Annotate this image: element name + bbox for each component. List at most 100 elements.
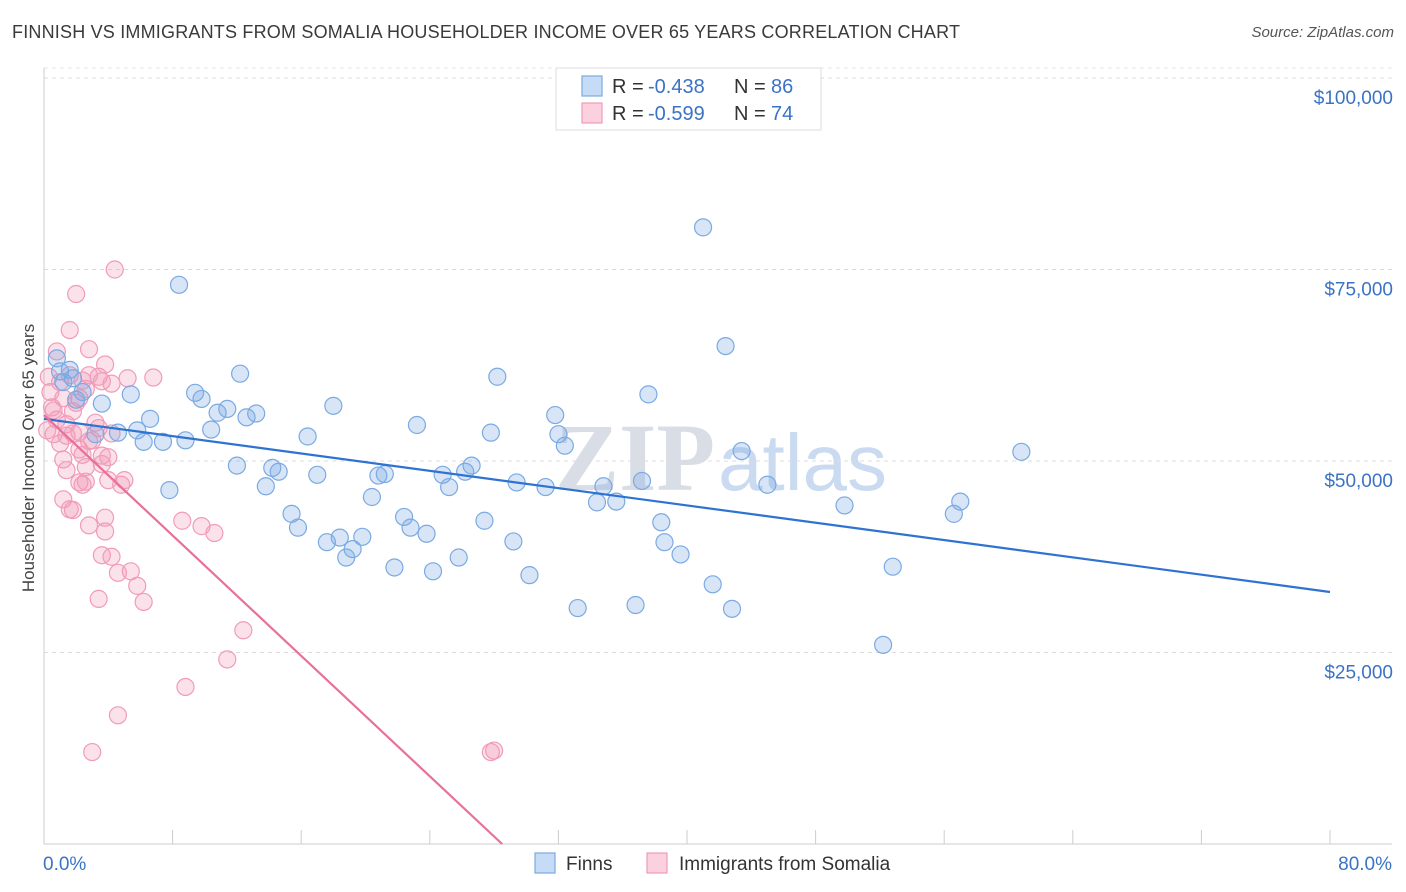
finns-point-36 — [330, 528, 349, 547]
finns-point-84 — [951, 492, 970, 511]
somalia-point-45 — [92, 454, 111, 474]
finns-point-43 — [385, 558, 404, 577]
x-tick-label-max: 80.0% — [1338, 854, 1392, 875]
somalia-point-52 — [99, 448, 118, 467]
finns-point-25 — [237, 408, 256, 427]
finns-point-20 — [202, 420, 221, 439]
somalia-point-53 — [102, 547, 121, 566]
legend-r-label-2: R = — [612, 103, 644, 125]
finns-point-13 — [140, 409, 160, 428]
x-axis-ticks — [43, 830, 1331, 844]
finns-point-80 — [835, 496, 854, 515]
finns-point-7 — [86, 425, 105, 444]
somalia-point-50 — [95, 355, 115, 374]
finns-point-69 — [632, 471, 652, 491]
correlation-legend: R = -0.438 N = 86 R = -0.599 N = 74 — [555, 67, 822, 131]
finns-point-48 — [423, 562, 443, 581]
finns-point-22 — [218, 399, 237, 419]
somalia-point-30 — [73, 475, 92, 494]
somalia-point-34 — [79, 340, 99, 359]
legend-n-value-2: 74 — [771, 103, 793, 125]
legend-swatch-somalia — [581, 102, 603, 124]
somalia-point-70 — [218, 650, 237, 669]
legend-n-label-1: N = — [734, 76, 766, 98]
finns-point-39 — [353, 527, 372, 546]
finns-point-41 — [369, 466, 388, 485]
finns-point-76 — [716, 337, 735, 356]
finns-point-14 — [153, 432, 173, 451]
bottom-legend-swatch-somalia — [646, 852, 668, 874]
finns-point-35 — [324, 396, 343, 415]
finns-point-23 — [227, 456, 246, 475]
somalia-point-27 — [70, 473, 89, 492]
bottom-legend-finns: Finns — [566, 854, 612, 875]
finns-point-40 — [362, 487, 382, 507]
y-tick-label-3: $25,000 — [1324, 663, 1393, 684]
grid-lines — [44, 67, 1392, 653]
finns-point-47 — [417, 524, 436, 543]
somalia-point-67 — [176, 677, 195, 697]
somalia-point-49 — [95, 508, 115, 527]
series-somalia-points — [38, 260, 504, 762]
somalia-trend-line — [43, 414, 503, 845]
somalia-point-65 — [144, 368, 163, 387]
somalia-point-48 — [95, 522, 115, 541]
finns-point-54 — [475, 511, 494, 530]
finns-point-70 — [639, 385, 658, 404]
finns-point-26 — [247, 404, 266, 423]
finns-point-42 — [375, 464, 394, 484]
somalia-point-64 — [134, 592, 153, 612]
bottom-legend-somalia: Immigrants from Somalia — [679, 854, 891, 875]
somalia-point-21 — [63, 500, 83, 520]
finns-point-65 — [587, 493, 607, 512]
somalia-point-37 — [79, 516, 99, 535]
legend-r-label-1: R = — [612, 76, 644, 98]
finns-point-57 — [504, 532, 523, 551]
somalia-point-56 — [105, 260, 124, 279]
series-finns-points — [47, 218, 1031, 654]
somalia-point-17 — [60, 320, 79, 340]
finns-point-45 — [401, 518, 420, 537]
finns-point-78 — [732, 441, 751, 461]
finns-point-71 — [652, 513, 671, 532]
x-tick-label-min: 0.0% — [43, 854, 86, 875]
finns-point-9 — [108, 423, 128, 442]
legend-r-value-2: -0.599 — [648, 103, 705, 125]
finns-point-82 — [883, 557, 902, 576]
finns-point-6 — [73, 382, 92, 402]
finns-point-73 — [671, 545, 690, 564]
somalia-point-73 — [485, 741, 504, 760]
finns-point-31 — [288, 518, 308, 537]
watermark-atlas: atlas — [718, 418, 887, 507]
finns-point-81 — [874, 635, 893, 654]
finns-point-68 — [626, 595, 645, 615]
finns-point-66 — [594, 477, 613, 496]
y-tick-label-0: $100,000 — [1314, 88, 1393, 109]
finns-point-63 — [555, 436, 574, 455]
finns-point-62 — [549, 425, 568, 444]
somalia-point-66 — [173, 511, 192, 530]
legend-swatch-finns — [581, 75, 603, 97]
legend-r-value-1: -0.438 — [648, 76, 705, 98]
y-tick-label-1: $75,000 — [1324, 280, 1393, 301]
finns-point-46 — [407, 415, 427, 435]
series-legend: Finns Immigrants from Somalia — [534, 852, 891, 875]
finns-point-77 — [722, 599, 742, 618]
finns-trend-line — [43, 417, 1331, 594]
watermark-zip: ZIP — [555, 404, 715, 511]
finns-point-32 — [298, 427, 317, 446]
finns-point-8 — [92, 394, 111, 413]
finns-point-56 — [488, 367, 507, 386]
finns-point-38 — [343, 539, 362, 559]
finns-point-61 — [546, 405, 565, 425]
finns-point-44 — [394, 507, 414, 527]
finns-point-16 — [169, 275, 189, 294]
somalia-point-6 — [47, 342, 66, 361]
finns-point-27 — [256, 477, 275, 496]
legend-n-label-2: N = — [734, 103, 766, 125]
finns-point-21 — [208, 403, 227, 422]
finns-point-4 — [63, 369, 83, 388]
finns-point-53 — [462, 456, 481, 475]
axes — [43, 68, 1392, 845]
